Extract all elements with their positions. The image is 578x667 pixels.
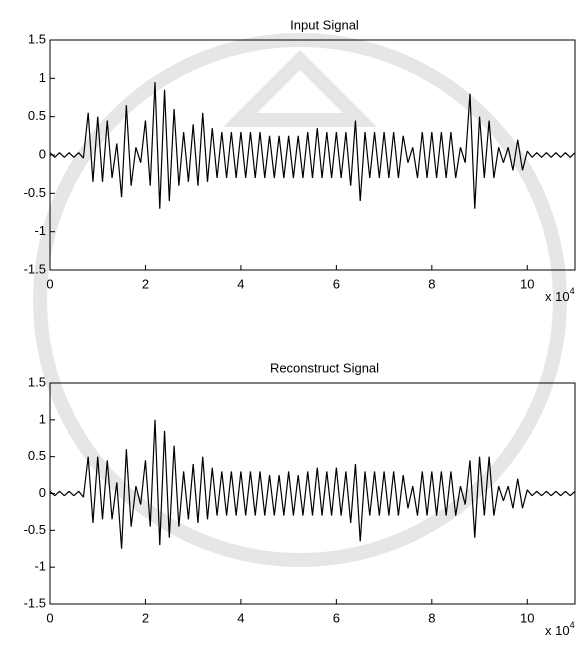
x-multiplier-base: x 10	[545, 623, 570, 638]
x-tick-label: 2	[142, 276, 149, 291]
y-tick-label: 1	[39, 411, 46, 426]
y-tick-label: 0	[39, 146, 46, 161]
x-multiplier-exponent: 4	[570, 620, 575, 630]
y-tick-label: -1.5	[24, 261, 46, 276]
x-tick-label: 8	[428, 276, 435, 291]
x-tick-label: 6	[333, 610, 340, 625]
watermark-shape	[223, 50, 377, 127]
x-tick-label: 10	[520, 276, 534, 291]
y-tick-label: 0.5	[28, 108, 46, 123]
y-tick-label: -0.5	[24, 185, 46, 200]
x-tick-label: 8	[428, 610, 435, 625]
y-tick-label: 0	[39, 485, 46, 500]
x-multiplier-base: x 10	[545, 289, 570, 304]
x-tick-label: 4	[237, 610, 244, 625]
y-tick-label: 1.5	[28, 31, 46, 46]
x-tick-label: 2	[142, 610, 149, 625]
x-tick-label: 10	[520, 610, 534, 625]
y-tick-label: 0.5	[28, 448, 46, 463]
y-tick-label: -1	[34, 559, 46, 574]
x-multiplier-exponent: 4	[570, 286, 575, 296]
chart-title: Input Signal	[290, 17, 359, 32]
y-tick-label: -1	[34, 223, 46, 238]
y-tick-label: -0.5	[24, 522, 46, 537]
chart-title: Reconstruct Signal	[270, 360, 379, 375]
y-tick-label: -1.5	[24, 595, 46, 610]
x-multiplier: x 104	[545, 620, 575, 638]
y-tick-label: 1.5	[28, 374, 46, 389]
x-tick-label: 4	[237, 276, 244, 291]
x-tick-label: 6	[333, 276, 340, 291]
signal-line	[49, 82, 576, 209]
x-tick-label: 0	[46, 276, 53, 291]
x-multiplier: x 104	[545, 286, 575, 304]
y-tick-label: 1	[39, 70, 46, 85]
x-tick-label: 0	[46, 610, 53, 625]
signal-line	[49, 419, 576, 549]
